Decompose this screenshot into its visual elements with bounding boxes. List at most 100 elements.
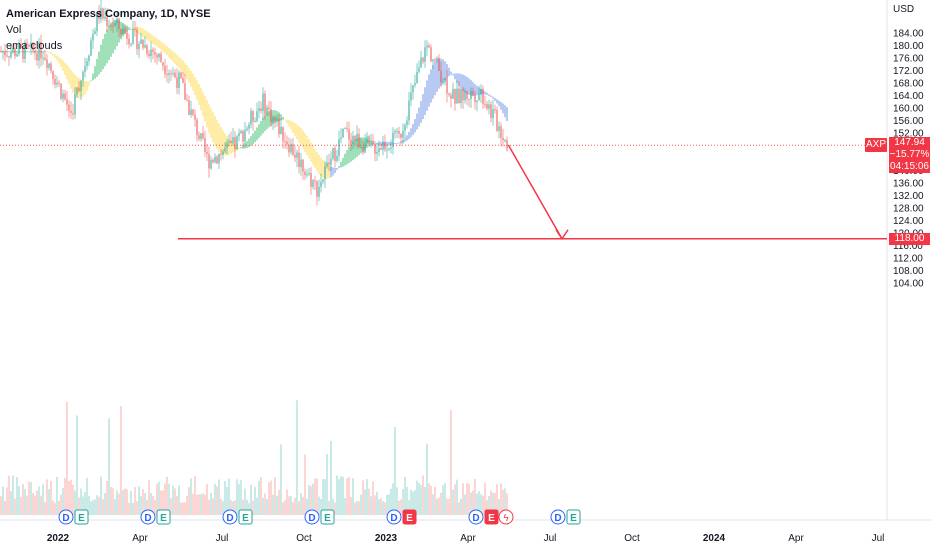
candle-body <box>172 72 174 74</box>
volume-bar <box>456 479 458 515</box>
volume-bar <box>222 501 224 515</box>
price-tick-label: 132.00 <box>893 191 924 202</box>
volume-bar <box>74 490 76 515</box>
ema-cloud-segment <box>406 135 408 141</box>
volume-bar <box>70 479 72 515</box>
volume-bar <box>444 482 446 515</box>
ema-cloud-segment <box>252 133 254 145</box>
candle-body <box>502 137 504 141</box>
volume-bar <box>310 486 312 515</box>
candle-body <box>274 117 276 121</box>
dividend-event-icon <box>222 509 238 525</box>
volume-bar <box>94 499 96 515</box>
candle-body <box>60 83 62 99</box>
candle-body <box>244 130 246 142</box>
volume-bar <box>228 478 230 515</box>
candle-body <box>224 148 226 152</box>
candle-body <box>378 148 380 152</box>
candle-body <box>118 18 120 30</box>
volume-bar <box>116 490 118 515</box>
volume-bar <box>364 489 366 515</box>
dividend-event-letter: D <box>390 513 397 524</box>
earnings-event-icon <box>484 509 499 525</box>
volume-bar <box>264 493 266 515</box>
candle-body <box>388 148 390 150</box>
ema-cloud-segment <box>316 151 318 172</box>
ema-cloud-segment <box>396 143 398 145</box>
ema-cloud-segment <box>334 167 336 174</box>
candle-body <box>18 44 20 55</box>
candle-body <box>306 174 308 176</box>
ema-cloud-segment <box>464 75 466 93</box>
volume-bar <box>200 494 202 515</box>
volume-bar <box>344 498 346 515</box>
candle-body <box>260 108 262 111</box>
volume-bar <box>58 500 60 515</box>
volume-bar <box>26 495 28 515</box>
ema-cloud-segment <box>420 101 422 123</box>
ema-cloud-segment <box>152 35 154 44</box>
volume-bar <box>454 484 456 515</box>
volume-bar <box>54 502 56 515</box>
candle-body <box>438 57 440 71</box>
volume-bar <box>108 418 110 515</box>
indicator-ema-clouds[interactable]: ema clouds <box>6 40 63 52</box>
candle-body <box>36 53 38 61</box>
ema-cloud-segment <box>196 80 198 100</box>
ema-cloud-segment <box>444 61 446 81</box>
candle-body <box>480 88 482 95</box>
candle-body <box>420 57 422 68</box>
volume-bar <box>278 489 280 515</box>
ema-cloud-segment <box>182 60 184 74</box>
candle-body <box>200 133 202 139</box>
volume-bar <box>98 496 100 515</box>
ema-cloud-segment <box>448 67 450 77</box>
price-tick-label: 160.00 <box>893 104 924 115</box>
candle-body <box>436 57 438 61</box>
candle-body <box>304 171 306 176</box>
ema-cloud-segment <box>326 163 328 179</box>
volume-bar <box>410 489 412 515</box>
ema-cloud-segment <box>8 51 10 53</box>
ema-cloud-segment <box>216 119 218 150</box>
ema-cloud-segment <box>82 80 84 97</box>
volume-bar <box>286 489 288 515</box>
ema-cloud-segment <box>506 107 508 122</box>
volume-bar <box>184 502 186 515</box>
volume-bar <box>168 483 170 515</box>
volume-bar <box>486 499 488 515</box>
ema-cloud-segment <box>158 39 160 49</box>
volume-bar <box>174 488 176 515</box>
volume-bar <box>176 496 178 515</box>
symbol-title[interactable]: American Express Company, 1D, NYSE <box>6 8 211 20</box>
indicator-vol[interactable]: Vol <box>6 24 22 36</box>
volume-bar <box>302 496 304 515</box>
dividend-event-letter: D <box>308 513 315 524</box>
volume-bar <box>492 492 494 515</box>
volume-bar <box>114 499 116 515</box>
volume-bar <box>360 494 362 515</box>
candle-body <box>158 53 160 58</box>
candle-body <box>164 66 166 75</box>
volume-bar <box>64 477 66 515</box>
candle-body <box>262 93 264 111</box>
candle-body <box>464 91 466 101</box>
volume-bar <box>178 485 180 515</box>
ema-cloud-segment <box>228 138 230 155</box>
price-tick-label: 116.00 <box>893 241 923 252</box>
bar-countdown: 04:15:06 <box>890 161 929 173</box>
volume-bar <box>158 481 160 515</box>
volume-bar <box>244 488 246 515</box>
earnings-event-letter: E <box>406 513 413 524</box>
candle-body <box>462 88 464 101</box>
candle-body <box>400 133 402 138</box>
candle-body <box>232 137 234 144</box>
volume-bar <box>402 489 404 515</box>
candle-body <box>88 55 90 62</box>
candle-body <box>56 82 58 85</box>
candle-body <box>250 111 252 125</box>
candle-body <box>66 99 68 105</box>
volume-bar <box>132 502 134 515</box>
volume-bar <box>0 496 2 515</box>
